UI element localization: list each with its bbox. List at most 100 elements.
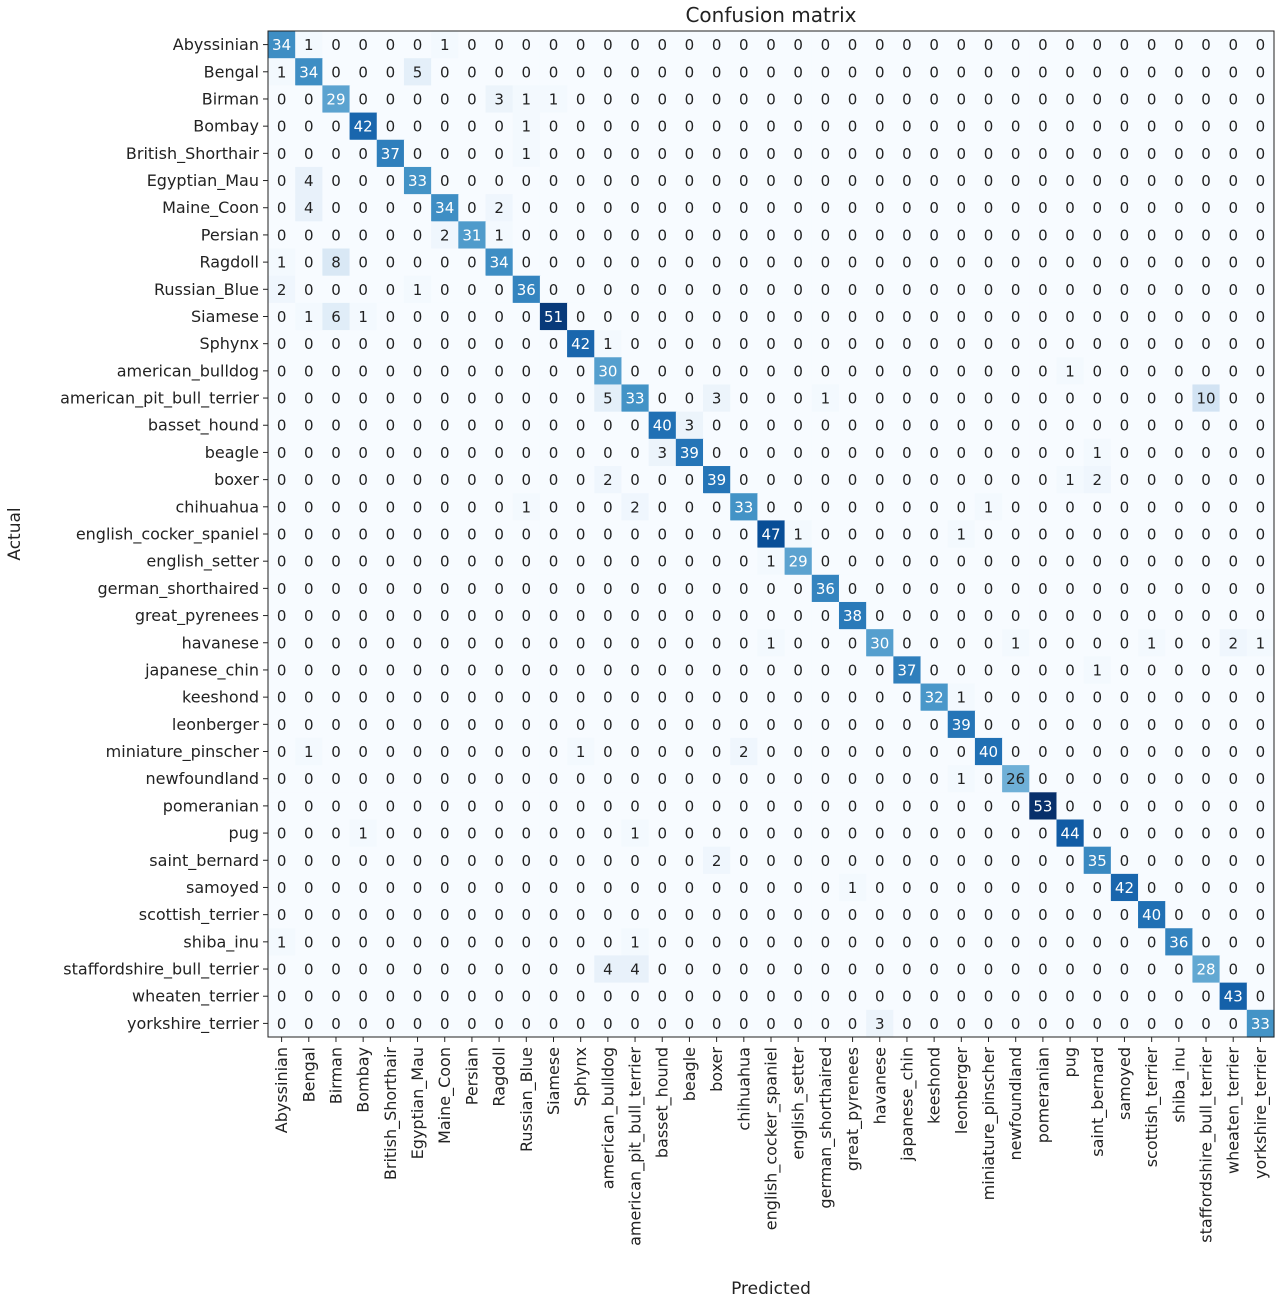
cell-value-label: 0: [1174, 661, 1184, 679]
heatmap-cell: [1110, 112, 1139, 141]
cell-value-label: 0: [304, 254, 314, 272]
heatmap-cell: [838, 112, 867, 141]
heatmap-cell: [458, 58, 487, 86]
cell-value-label: 0: [1065, 770, 1075, 788]
cell-value-label: 39: [680, 444, 699, 462]
heatmap-cell: [1219, 194, 1248, 222]
cell-value-label: 3: [494, 90, 504, 108]
cell-value-label: 33: [626, 390, 645, 408]
cell-value-label: 28: [1196, 961, 1215, 979]
cell-value-label: 0: [875, 879, 885, 897]
cell-value-label: 0: [413, 90, 423, 108]
heatmap-cell: [594, 248, 623, 277]
cell-value-label: 0: [1174, 226, 1184, 244]
cell-value-label: 0: [1147, 471, 1157, 489]
cell-value-label: 1: [277, 63, 287, 81]
cell-value-label: 0: [657, 933, 667, 951]
heatmap-cell: [730, 302, 759, 331]
cell-value-label: 0: [766, 444, 776, 462]
cell-value-label: 0: [657, 498, 667, 516]
cell-value-label: 0: [1092, 172, 1102, 190]
cell-value-label: 1: [522, 90, 532, 108]
cell-value-label: 0: [331, 743, 341, 761]
cell-value-label: 0: [1065, 90, 1075, 108]
cell-value-label: 35: [1088, 852, 1107, 870]
cell-value-label: 0: [331, 933, 341, 951]
cell-value-label: 0: [1147, 444, 1157, 462]
cell-value-label: 0: [848, 199, 858, 217]
cell-value-label: 0: [984, 335, 994, 353]
cell-value-label: 0: [1065, 797, 1075, 815]
cell-value-label: 0: [984, 254, 994, 272]
cell-value-label: 0: [467, 526, 477, 544]
cell-value-label: 0: [630, 607, 640, 625]
heatmap-cell: [567, 58, 595, 86]
heatmap-cell: [893, 31, 922, 59]
cell-value-label: 0: [766, 770, 776, 788]
cell-value-label: 0: [929, 390, 939, 408]
x-tick-label: newfoundland: [1006, 1047, 1025, 1160]
cell-value-label: 1: [957, 770, 967, 788]
cell-value-label: 0: [277, 852, 287, 870]
cell-value-label: 0: [902, 36, 912, 54]
cell-value-label: 2: [603, 471, 613, 489]
cell-value-label: 0: [848, 471, 858, 489]
cell-value-label: 4: [304, 199, 314, 217]
cell-value-label: 0: [1147, 1015, 1157, 1033]
cell-value-label: 0: [685, 281, 695, 299]
cell-value-label: 0: [1065, 118, 1075, 136]
cell-value-label: 0: [1228, 308, 1238, 326]
cell-value-label: 0: [1256, 254, 1266, 272]
heatmap-cell: [866, 31, 894, 59]
cell-value-label: 0: [603, 933, 613, 951]
heatmap-cell: [1138, 166, 1166, 195]
cell-value-label: 0: [848, 145, 858, 163]
cell-value-label: 0: [929, 852, 939, 870]
cell-value-label: 0: [875, 743, 885, 761]
cell-value-label: 0: [440, 961, 450, 979]
heatmap-cell: [757, 275, 786, 304]
cell-value-label: 0: [413, 444, 423, 462]
cell-value-label: 0: [685, 1015, 695, 1033]
cell-value-label: 0: [386, 308, 396, 326]
cell-value-label: 1: [304, 308, 314, 326]
cell-value-label: 0: [522, 172, 532, 190]
heatmap-cell: [431, 85, 459, 114]
heatmap-cell: [512, 31, 541, 59]
heatmap-cell: [838, 85, 867, 114]
cell-value-label: 0: [1038, 172, 1048, 190]
heatmap-cell: [784, 166, 813, 195]
cell-value-label: 0: [848, 661, 858, 679]
cell-value-label: 0: [848, 308, 858, 326]
heatmap-cell: [1192, 248, 1221, 277]
cell-value-label: 0: [386, 172, 396, 190]
cell-value-label: 0: [467, 770, 477, 788]
cell-value-label: 0: [1011, 281, 1021, 299]
cell-value-label: 0: [494, 498, 504, 516]
cell-value-label: 0: [712, 1015, 722, 1033]
cell-value-label: 0: [630, 362, 640, 380]
heatmap-cell: [376, 302, 405, 331]
cell-value-label: 0: [1065, 634, 1075, 652]
cell-value-label: 0: [630, 770, 640, 788]
cell-value-label: 0: [494, 825, 504, 843]
cell-value-label: 0: [358, 852, 368, 870]
cell-value-label: 0: [1174, 580, 1184, 598]
cell-value-label: 0: [304, 226, 314, 244]
cell-value-label: 0: [1092, 308, 1102, 326]
heatmap-cell: [268, 58, 296, 86]
cell-value-label: 0: [712, 825, 722, 843]
cell-value-label: 0: [984, 145, 994, 163]
cell-value-label: 0: [467, 199, 477, 217]
cell-value-label: 0: [1120, 852, 1130, 870]
cell-value-label: 0: [1065, 553, 1075, 571]
heatmap-cell: [1219, 139, 1248, 168]
cell-value-label: 0: [1228, 1015, 1238, 1033]
heatmap-cell: [458, 166, 487, 195]
cell-value-label: 1: [1147, 634, 1157, 652]
cell-value-label: 0: [1228, 526, 1238, 544]
cell-value-label: 0: [494, 526, 504, 544]
cell-value-label: 0: [848, 634, 858, 652]
cell-value-label: 0: [576, 118, 586, 136]
cell-value-label: 0: [929, 634, 939, 652]
